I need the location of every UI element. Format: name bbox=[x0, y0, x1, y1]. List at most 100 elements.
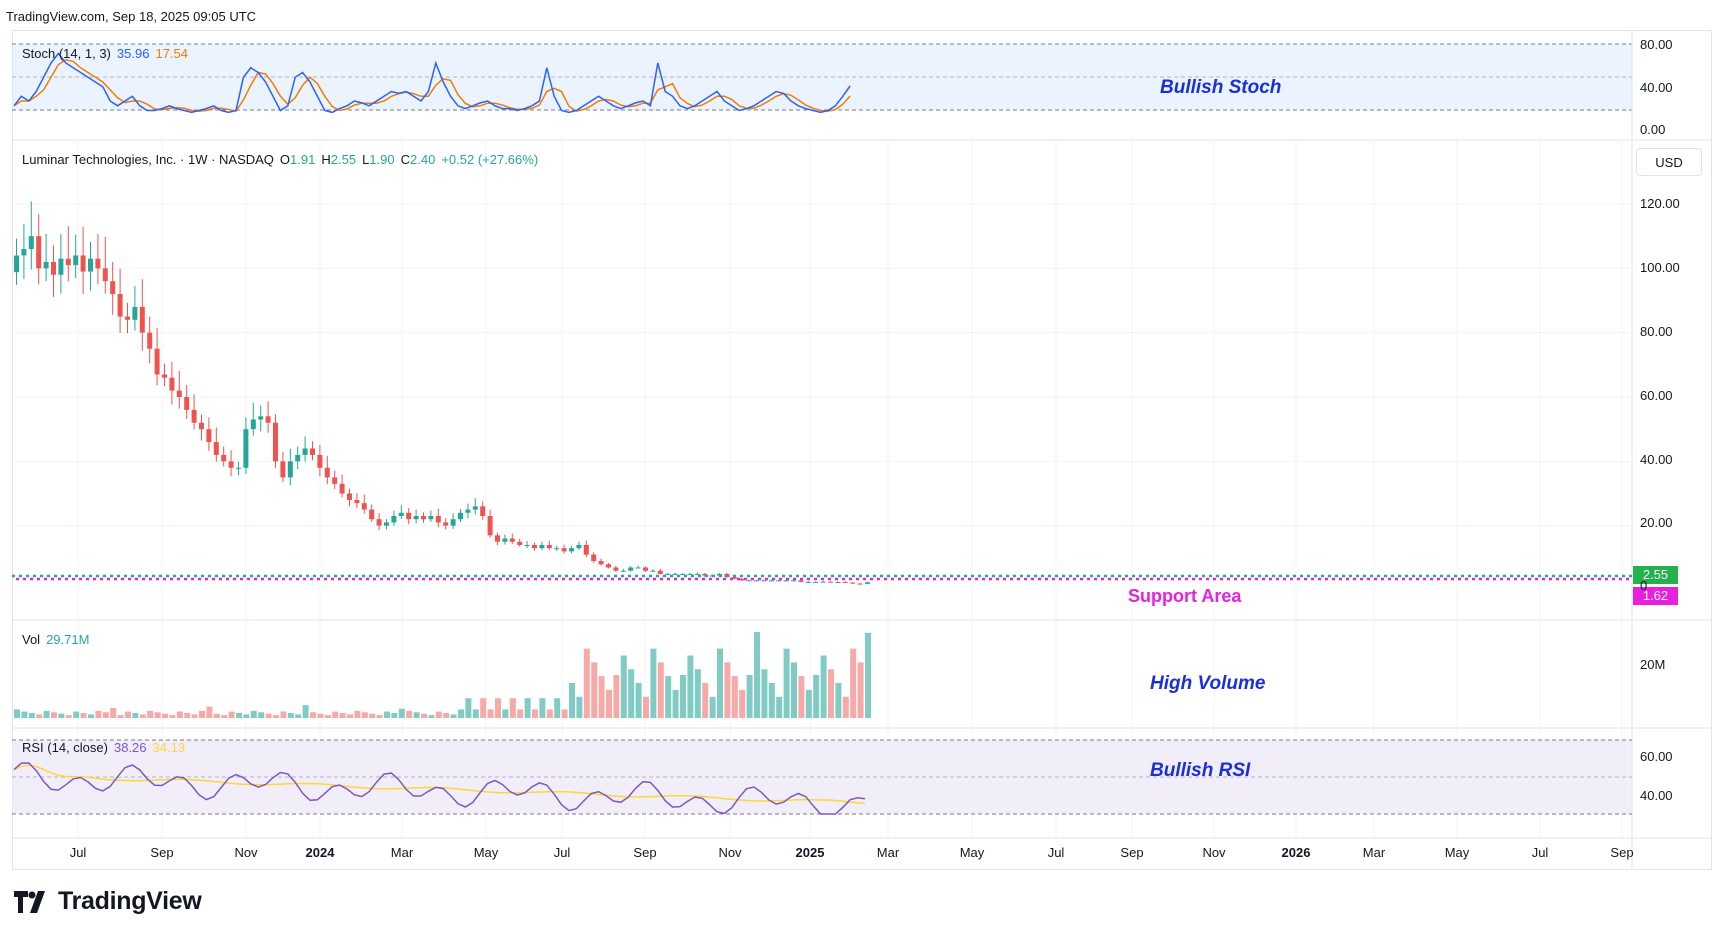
candle bbox=[850, 582, 856, 584]
volume-bar bbox=[509, 698, 516, 718]
candle bbox=[569, 548, 574, 552]
candle bbox=[835, 581, 841, 583]
candle bbox=[317, 454, 323, 468]
candle bbox=[768, 580, 774, 582]
time-axis-tick: Jul bbox=[1047, 845, 1065, 860]
annotation-bullish-rsi: Bullish RSI bbox=[1150, 760, 1251, 781]
volume-bar bbox=[413, 712, 420, 718]
time-axis-tick: Sep bbox=[1610, 845, 1634, 860]
stoch-k-value: 35.96 bbox=[116, 46, 150, 61]
candle bbox=[95, 258, 101, 269]
candle bbox=[361, 503, 367, 510]
candle bbox=[80, 255, 86, 272]
candle bbox=[413, 516, 419, 520]
candle bbox=[132, 306, 138, 320]
time-axis-tick: May bbox=[1444, 845, 1470, 860]
volume-label: Vol bbox=[22, 632, 41, 647]
volume-bar bbox=[280, 711, 287, 718]
volume-bar bbox=[591, 662, 598, 718]
time-axis-tick: 2026 bbox=[1281, 845, 1311, 860]
candle bbox=[783, 580, 789, 582]
candle bbox=[546, 544, 552, 549]
volume-bar bbox=[176, 711, 183, 718]
candle bbox=[147, 332, 153, 349]
candle bbox=[273, 422, 278, 462]
candle bbox=[176, 390, 182, 397]
candle bbox=[376, 519, 382, 526]
volume-bar bbox=[236, 712, 242, 718]
time-axis-tick: Mar bbox=[876, 845, 900, 860]
volume-bar bbox=[450, 714, 457, 718]
volume-bar bbox=[147, 710, 154, 718]
volume-bar bbox=[842, 696, 849, 718]
tradingview-logo[interactable]: TradingView bbox=[14, 887, 202, 916]
candle bbox=[532, 544, 537, 549]
volume-bar bbox=[398, 708, 405, 718]
stoch-axis-tick: 0.00 bbox=[1640, 122, 1666, 137]
volume-bar bbox=[828, 669, 834, 718]
candle bbox=[324, 467, 330, 478]
candle bbox=[199, 422, 204, 430]
volume-bar bbox=[539, 698, 546, 718]
candle bbox=[517, 541, 523, 545]
candle bbox=[702, 573, 708, 576]
stoch-k-line bbox=[13, 52, 851, 114]
candle bbox=[162, 374, 167, 378]
volume-bar bbox=[435, 711, 442, 718]
volume-bar bbox=[73, 711, 80, 718]
volume-bar bbox=[317, 713, 324, 718]
candle bbox=[243, 429, 249, 468]
time-axis-tick: Nov bbox=[718, 845, 742, 860]
candle bbox=[58, 258, 64, 275]
volume-bar bbox=[287, 712, 294, 718]
volume-bar bbox=[191, 714, 198, 718]
annotation-support-area: Support Area bbox=[1128, 586, 1242, 606]
time-axis-tick: Jul bbox=[1531, 845, 1549, 860]
chart-frame bbox=[12, 30, 1712, 870]
volume-bar bbox=[162, 713, 168, 718]
candle bbox=[139, 306, 145, 333]
candle bbox=[613, 567, 619, 571]
volume-bar bbox=[628, 669, 635, 718]
candle bbox=[687, 573, 693, 575]
candle bbox=[650, 570, 656, 572]
candle bbox=[657, 570, 663, 574]
candle bbox=[339, 483, 345, 494]
currency-button[interactable]: USD bbox=[1636, 148, 1702, 176]
candle bbox=[576, 544, 582, 549]
volume-bar bbox=[125, 711, 131, 718]
price-axis-tick: 0 bbox=[1640, 578, 1648, 593]
candle bbox=[450, 519, 456, 526]
candle bbox=[739, 578, 745, 581]
volume-bar bbox=[598, 676, 605, 718]
candle bbox=[842, 581, 848, 583]
volume-bar bbox=[472, 709, 479, 718]
volume-bar bbox=[421, 713, 427, 718]
volume-bar bbox=[339, 712, 346, 718]
volume-bar bbox=[495, 698, 501, 718]
candle bbox=[635, 567, 641, 569]
open-value: 1.91 bbox=[290, 152, 316, 167]
volume-bar bbox=[820, 655, 827, 718]
candle bbox=[421, 516, 426, 520]
candle bbox=[36, 236, 42, 269]
volume-bar bbox=[554, 698, 561, 718]
volume-bar bbox=[724, 662, 731, 718]
candle bbox=[628, 567, 634, 571]
volume-bar bbox=[569, 683, 575, 718]
candle bbox=[591, 554, 597, 562]
volume-bar bbox=[487, 709, 494, 718]
time-axis-tick: 2024 bbox=[305, 845, 335, 860]
candle bbox=[583, 544, 589, 555]
volume-bar bbox=[680, 675, 686, 718]
candle bbox=[731, 577, 737, 579]
candle bbox=[539, 544, 545, 549]
candle bbox=[21, 249, 27, 256]
candle bbox=[73, 255, 79, 266]
candle bbox=[865, 582, 870, 584]
candle bbox=[509, 538, 515, 542]
volume-bar bbox=[761, 669, 768, 718]
volume-bar bbox=[458, 709, 464, 718]
high-value: 2.55 bbox=[330, 152, 357, 167]
